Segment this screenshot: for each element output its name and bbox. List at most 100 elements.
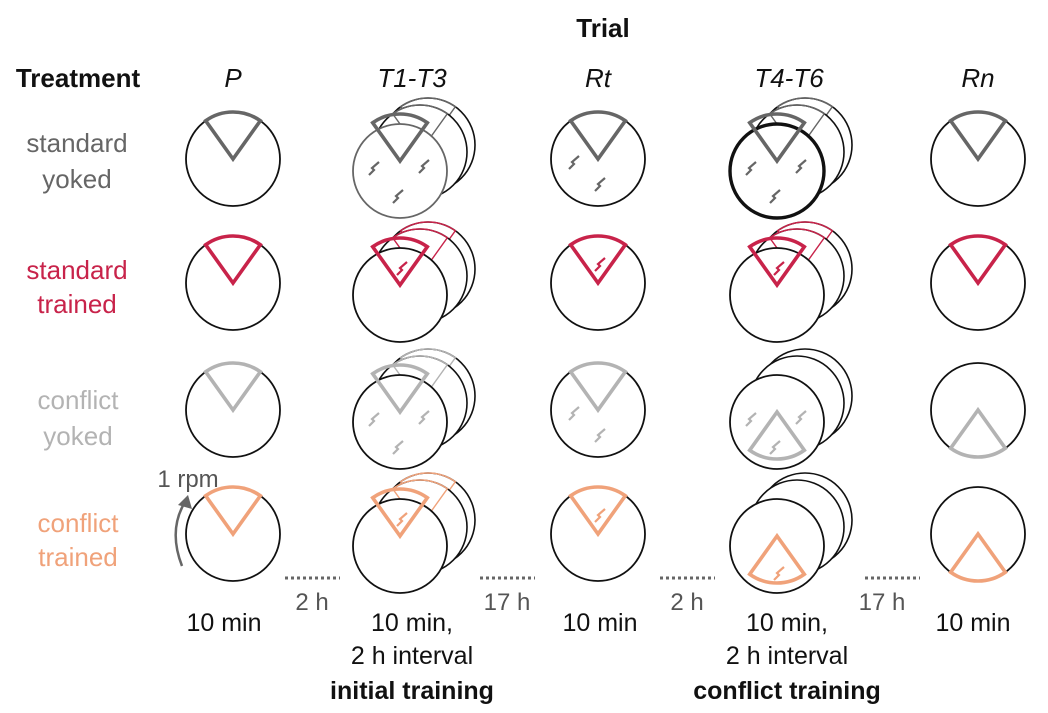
shock-sector [370,112,430,165]
sector-outline [391,479,449,529]
interval-label: 2 h interval [726,642,848,670]
shock-icon [769,189,781,204]
treatment-label-line1: standard [26,128,127,158]
shock-icon [392,189,404,204]
shock-icon [745,161,757,176]
treatment-standard-yoked: standard yoked [26,128,127,194]
treatment-label-line2: trained [38,542,118,572]
shock-sector [370,363,430,416]
interval-label: 2 h interval [351,642,473,670]
arena [185,485,281,582]
treatment-conflict-yoked: conflict yoked [38,385,120,451]
sector-outline [391,355,449,405]
shock-sector [568,361,628,414]
sector-outline [776,221,834,271]
arena [352,221,476,343]
shock-sector [948,110,1008,163]
treatment-label-line2: yoked [42,164,111,194]
gap-label: 2 h [295,589,328,616]
arena [185,110,281,207]
arena-circle [728,122,826,220]
shock-sector [948,406,1008,459]
shock-icon [745,412,757,427]
shock-icon [392,440,404,455]
duration-label: 10 min [186,609,261,637]
arena [185,234,281,331]
shock-icon [368,161,380,176]
sector-outline [399,472,457,522]
arena [930,110,1026,207]
arena [729,221,853,343]
trial-label-t1-t3: T1-T3 [377,63,447,93]
arena-circle [729,247,825,343]
shock-icon [594,428,606,443]
duration-label: 10 min [935,609,1010,637]
shock-icon [368,412,380,427]
arena [930,362,1026,459]
treatment-label-line2: trained [37,289,117,319]
phase-initial-training: initial training [330,677,494,705]
shock-icon [396,512,408,527]
shock-icon [795,410,807,425]
treatment-standard-trained: standard trained [26,255,127,319]
arena [930,234,1026,331]
sector-outline [768,228,826,278]
shock-sector [747,532,807,585]
gap-label: 2 h [670,589,703,616]
sector-outline [768,104,826,154]
arena-circle [352,247,448,343]
shock-icon [769,440,781,455]
rotation-label: 1 rpm [157,466,218,493]
shock-icon [568,155,580,170]
arena-circle [352,374,448,470]
treatment-label-line1: standard [26,255,127,285]
shock-sector [747,408,807,461]
shock-icon [594,177,606,192]
arena [550,110,646,207]
arena [550,234,646,331]
shock-icon [418,410,430,425]
shock-sector [370,487,430,540]
shock-sector [568,110,628,163]
arena [352,472,476,594]
trial-label-rn: Rn [961,63,994,93]
arena-circle [729,374,825,470]
shock-sector [747,112,807,165]
rotation-arrowhead-icon [178,495,192,509]
gap-label: 17 h [859,589,906,616]
shock-sector [203,110,263,163]
arena-circle [729,498,825,594]
arena-circle [352,123,448,219]
shock-sector [568,234,628,287]
treatment-label-line1: conflict [38,385,120,415]
arena-circle [352,498,448,594]
trial-label-rt: Rt [585,63,613,93]
shock-icon [594,257,606,272]
shock-icon [418,159,430,174]
shock-sector [948,530,1008,583]
sector-outline [399,348,457,398]
shock-icon [773,566,785,581]
duration-label: 10 min, [746,609,828,637]
shock-sector [203,485,263,538]
treatment-conflict-trained: conflict trained [38,508,120,572]
treatment-label-line1: conflict [38,508,120,538]
trial-header: Trial [576,13,629,43]
arena [185,361,281,458]
shock-sector [747,236,807,289]
sector-outline [399,221,457,271]
shock-sector [370,236,430,289]
shock-sector [203,234,263,287]
arena-grid [185,97,1026,594]
treatment-header: Treatment [16,63,141,93]
sector-outline [391,104,449,154]
arena [930,486,1026,583]
rotation-arrow-icon [174,501,187,567]
sector-outline [391,228,449,278]
shock-icon [795,159,807,174]
gap-label: 17 h [484,589,531,616]
treatment-label-line2: yoked [43,421,112,451]
shock-icon [396,261,408,276]
sector-outline [399,97,457,147]
